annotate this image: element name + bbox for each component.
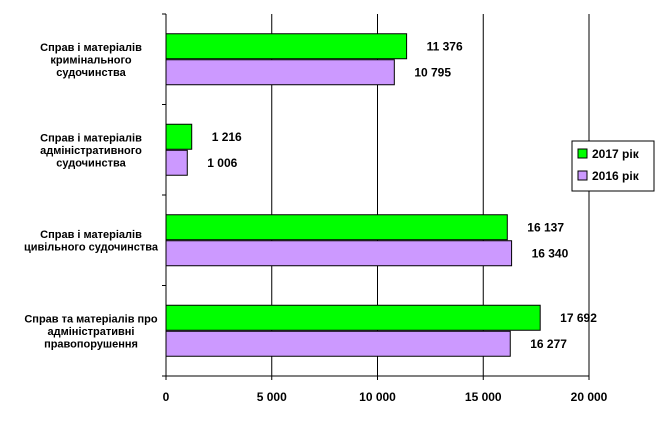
category-label: Справ і матеріалів [40, 132, 142, 144]
x-tick-label: 0 [163, 390, 170, 404]
legend-label: 2017 рік [592, 147, 640, 161]
category-label: цивільного судочинства [24, 242, 159, 254]
bar [165, 214, 508, 241]
category-label: судочинства [56, 67, 126, 79]
bar [165, 304, 541, 331]
bar [165, 59, 395, 86]
bar [165, 330, 511, 357]
category-label: кримінального [50, 54, 131, 66]
x-tick-label: 20 000 [571, 390, 608, 404]
x-tick-label: 5 000 [257, 390, 287, 404]
category-label: адміністративні [48, 326, 135, 338]
legend-label: 2016 рік [592, 169, 640, 183]
data-label: 1 006 [207, 156, 237, 170]
x-tick-label: 10 000 [359, 390, 396, 404]
legend-swatch [577, 170, 588, 181]
legend-swatch [577, 148, 588, 159]
data-label: 16 277 [530, 337, 567, 351]
x-tick-label: 15 000 [465, 390, 502, 404]
data-label: 17 692 [560, 311, 597, 325]
data-label: 1 216 [212, 130, 242, 144]
category-label: судочинства [56, 157, 126, 169]
bar [165, 240, 513, 267]
category-label: правопорушення [44, 338, 138, 350]
category-label: Справ і матеріалів [40, 229, 142, 241]
category-label: Справ та матеріалів про [24, 313, 158, 325]
bar [165, 123, 193, 150]
data-label: 16 340 [532, 246, 569, 260]
data-label: 11 376 [427, 39, 463, 53]
data-label: 10 795 [414, 65, 451, 79]
bar [165, 149, 188, 176]
bar [165, 33, 408, 60]
data-label: 16 137 [527, 220, 564, 234]
category-label: Справ і матеріалів [40, 42, 142, 54]
category-label: адміністративного [40, 145, 142, 157]
